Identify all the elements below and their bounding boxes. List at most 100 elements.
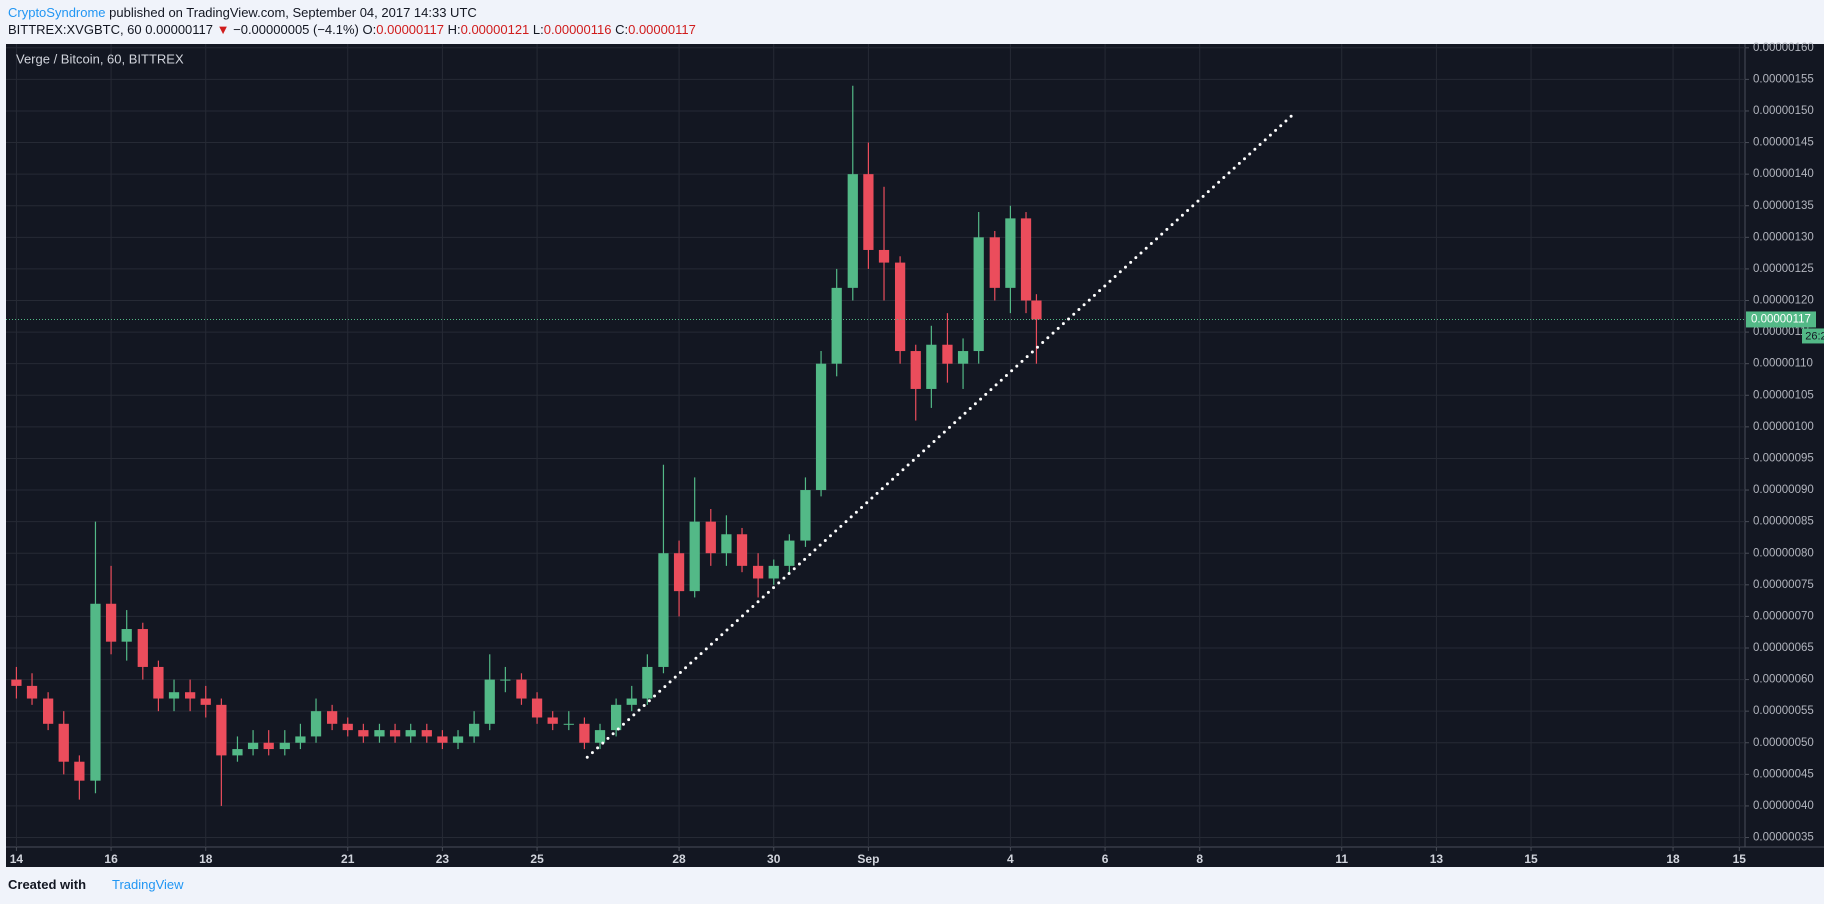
candle-body [216,704,227,756]
last-price-box [1746,311,1816,328]
candle-body [531,698,543,718]
candle-body [784,540,795,566]
overlay: 0.00000117 26:26 [6,112,1824,759]
time-axis [6,847,1824,867]
x-tick-label: 18 [199,852,213,866]
candle-body [768,565,779,579]
candle-body [137,629,148,667]
y-tick-label: 0.00000150 [1753,105,1814,117]
candle-body [689,521,700,592]
candle-body [263,742,274,750]
candle-body [326,711,338,724]
candle-body [658,553,669,667]
candle-body [831,287,842,364]
x-tick-label: Sep [857,852,879,866]
plot-area [6,44,1745,847]
candle-body [168,692,180,699]
ohlc-value: 0.00000117 [376,22,444,37]
candle-body [721,534,732,554]
y-tick-label: 0.00000120 [1753,295,1814,307]
price-axis [1745,44,1824,847]
header: CryptoSyndrome published on TradingView.… [8,4,696,38]
y-tick-label: 0.00000080 [1753,547,1814,559]
candle-body [342,723,353,731]
grid: 0.00000035 0.00000040 0.00000045 0.00000050… [6,42,1814,866]
y-tick-label: 0.00000125 [1753,263,1814,275]
candle-body [310,711,322,737]
x-tick-label: 15 [1733,852,1747,866]
y-tick-label: 0.00000045 [1753,768,1814,780]
candle-body [910,351,921,389]
candle-body [626,698,637,705]
y-tick-label: 0.00000145 [1753,137,1814,149]
ohlc-value: 0.00000116 [543,22,612,37]
candle-body [484,679,495,724]
y-tick-label: 0.00000040 [1753,800,1814,812]
x-tick-label: 28 [672,852,686,866]
candle-body [705,521,716,554]
price: 0.00000117 [145,22,213,37]
y-tick-label: 0.00000065 [1753,642,1814,654]
x-tick-label: 4 [1007,852,1014,866]
y-tick-label: 0.00000075 [1753,579,1814,591]
candle-body [926,344,937,389]
symbol: BITTREX:XVGBTC, 60 [8,22,142,37]
candle-body [374,730,385,737]
candle-body [452,736,464,743]
brand-link[interactable]: TradingView [112,877,184,892]
y-tick-label: 0.00000055 [1753,705,1814,717]
candle-body [200,698,211,705]
candle-body [121,629,132,642]
x-tick-label: 16 [104,852,118,866]
candle-body [594,730,606,743]
countdown-box [1802,328,1824,344]
change: −0.00000005 (−4.1%) [233,22,359,37]
ohlc-label: H: [447,22,461,37]
y-tick-label: 0.00000160 [1753,42,1814,54]
candle-body [58,723,69,762]
candle-body [563,723,574,725]
candle-body [847,174,858,288]
x-tick-label: 25 [530,852,544,866]
candle-body [405,730,416,737]
author-link[interactable]: CryptoSyndrome [8,5,106,20]
y-tick-label: 0.00000060 [1753,674,1814,686]
chart-title: Verge / Bitcoin, 60, BITTREX [16,51,184,66]
ohlc-value: 0.00000121 [460,22,530,37]
candle-body [184,692,196,699]
candle-body [421,730,432,737]
x-tick-label: 15 [1524,852,1538,866]
y-tick-label: 0.00000105 [1753,389,1814,401]
candle-body [105,603,117,642]
candle-body [752,565,764,579]
arrow: ▼ [216,22,230,37]
y-tick-label: 0.00000050 [1753,737,1814,749]
footer: Created with TradingView [8,877,184,892]
candle-body [389,730,401,737]
y-tick-label: 0.00000130 [1753,231,1814,243]
candle-body [736,534,748,566]
y-tick-label: 0.00000110 [1753,358,1813,370]
candle-body [295,736,306,743]
countdown: 26:26 [1805,330,1824,342]
y-tick-label: 0.00000115 [1753,326,1813,338]
candle-body [279,742,290,750]
candle-body [800,490,811,541]
candle-body [247,742,259,750]
y-tick-label: 0.00000100 [1753,421,1814,433]
candle-body [942,344,953,364]
candle-body [74,761,85,781]
candle-body [642,666,653,699]
candle-body [90,603,101,781]
ohlc-label: L: [532,22,544,37]
x-tick-label: 30 [767,852,781,866]
candle-body [610,704,622,731]
y-tick-label: 0.00000135 [1753,200,1814,212]
candle-body [437,736,448,743]
y-tick-label: 0.00000070 [1753,610,1814,622]
x-tick-label: 18 [1666,852,1680,866]
candle-body [153,666,164,699]
candle-body [358,730,369,737]
y-tick-label: 0.00000140 [1753,168,1814,180]
